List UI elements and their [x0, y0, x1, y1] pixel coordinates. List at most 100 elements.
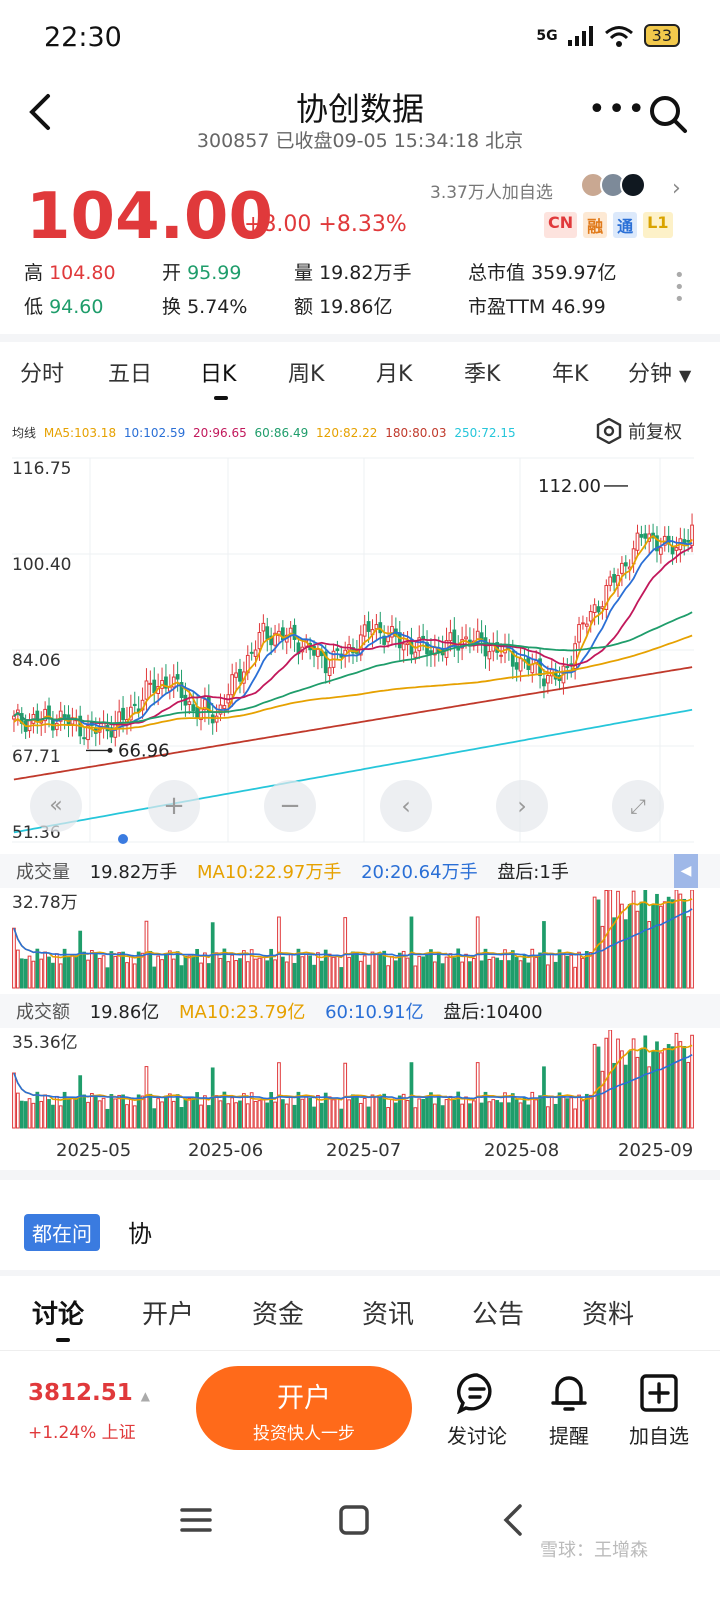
volume-bar — [47, 1099, 51, 1129]
tab-announcements[interactable]: 公告 — [472, 1300, 525, 1330]
volume-bar — [655, 1041, 659, 1129]
index-value[interactable]: 3812.51 ▲ — [28, 1380, 150, 1406]
more-icon[interactable]: ••• — [588, 92, 648, 127]
chevron-left-icon[interactable]: ‹ — [380, 780, 432, 832]
volume-bar — [432, 961, 437, 989]
chevron-right-icon[interactable]: › — [496, 780, 548, 832]
volume-bar — [627, 1050, 632, 1129]
candle-body — [608, 576, 613, 586]
volume-bar — [206, 963, 211, 989]
candle-body — [378, 622, 383, 634]
volume-label: 成交量 — [16, 862, 70, 883]
volume-bar — [234, 960, 238, 989]
divider — [0, 1170, 720, 1180]
volume-bar — [164, 952, 168, 989]
volume-bar — [623, 1064, 628, 1129]
followers-count[interactable]: 3.37万人加自选 — [430, 183, 553, 203]
stats-more-icon[interactable]: • • • — [674, 265, 685, 310]
candle-body — [643, 533, 648, 539]
volume-bar — [382, 1093, 387, 1129]
tab-open-account[interactable]: 开户 — [142, 1300, 195, 1330]
tab-discussion[interactable]: 讨论 — [32, 1300, 85, 1330]
volume-bar — [222, 948, 227, 989]
ma10: 10:102.59 — [123, 426, 186, 440]
tab-intraday[interactable]: 分时 — [20, 362, 65, 387]
tab-daily[interactable]: 日K — [200, 362, 237, 387]
rewind-icon[interactable]: « — [30, 780, 82, 832]
open-account-button[interactable]: 开户 投资快人一步 — [196, 1366, 412, 1450]
candle-body — [265, 626, 270, 640]
tab-minute[interactable]: 分钟 ▼ — [628, 356, 691, 388]
volume-bar — [604, 890, 609, 989]
add-watchlist-label: 加自选 — [629, 1424, 689, 1448]
volume-bar — [620, 903, 624, 989]
tab-monthly[interactable]: 月K — [376, 362, 413, 387]
volume-bar — [483, 1091, 488, 1129]
volume-bar — [674, 890, 679, 989]
tab-yearly[interactable]: 年K — [552, 362, 589, 387]
volume-bar — [471, 958, 476, 989]
chevron-right-icon[interactable]: › — [672, 176, 681, 201]
back-arrow-icon[interactable] — [22, 92, 62, 132]
page-subtitle: 300857 已收盘09-05 15:34:18 北京 — [196, 130, 524, 152]
tab-quarterly[interactable]: 季K — [464, 362, 501, 387]
volume-bar — [655, 893, 659, 989]
follower-avatars[interactable] — [580, 172, 646, 198]
volume-bar — [355, 1094, 359, 1129]
add-watchlist-button[interactable]: 加自选 — [614, 1372, 704, 1449]
remind-button[interactable]: 提醒 — [524, 1372, 614, 1449]
volume-bar — [261, 956, 266, 989]
collapse-arrow-icon[interactable]: ◀ — [674, 854, 698, 888]
tab-profile[interactable]: 资料 — [582, 1300, 635, 1330]
volume-bar — [370, 1094, 375, 1129]
volume-bar — [507, 1102, 511, 1129]
open-account-title: 开户 — [277, 1383, 331, 1414]
discuss-button[interactable]: 发讨论 — [432, 1372, 522, 1449]
volume-bar — [678, 1041, 683, 1129]
volume-bar — [425, 954, 429, 989]
low-value: 94.60 — [49, 296, 104, 318]
ask-text[interactable]: 协 — [128, 1220, 152, 1248]
volume-bar — [148, 1093, 153, 1129]
candle-body — [312, 645, 316, 656]
volume-bar — [62, 1091, 67, 1129]
volume-bar — [117, 952, 122, 989]
index-value-text: 3812.51 — [28, 1380, 133, 1406]
x-tick-label: 2025-06 — [188, 1140, 264, 1161]
tab-funds[interactable]: 资金 — [252, 1300, 305, 1330]
volume-bar — [448, 1095, 453, 1129]
volume-bar — [464, 1096, 468, 1129]
tab-five-day[interactable]: 五日 — [108, 362, 153, 387]
volume-bar — [152, 1108, 157, 1129]
volume-bar — [651, 1051, 655, 1129]
volume-bar — [362, 1097, 367, 1129]
ask-badge[interactable]: 都在问 — [24, 1214, 100, 1251]
y-tick-label: 84.06 — [12, 651, 61, 671]
search-icon[interactable] — [648, 94, 688, 134]
volume-bar — [86, 1101, 90, 1129]
nav-back-icon[interactable] — [494, 1500, 534, 1540]
chart-controls: « + − ‹ › ⤢ — [0, 780, 720, 836]
candle-body — [121, 707, 125, 721]
tab-news[interactable]: 资讯 — [362, 1300, 415, 1330]
volume-bar — [39, 958, 44, 989]
zoom-out-icon[interactable]: − — [264, 780, 316, 832]
volume-bar — [183, 1098, 188, 1129]
volume-bar — [136, 1094, 141, 1129]
volume-bar — [612, 1062, 616, 1129]
divider — [0, 1350, 720, 1351]
tab-weekly[interactable]: 周K — [288, 362, 325, 387]
adjust-button[interactable]: 前复权 — [596, 418, 682, 444]
menu-icon[interactable] — [176, 1500, 216, 1540]
volume-bar — [27, 955, 32, 989]
volume-bar — [651, 904, 655, 989]
fullscreen-icon[interactable]: ⤢ — [612, 780, 664, 832]
zoom-in-icon[interactable]: + — [148, 780, 200, 832]
volume-bar — [82, 951, 86, 989]
volume-bar — [592, 896, 597, 989]
home-square-icon[interactable] — [334, 1500, 374, 1540]
ma20-line — [13, 545, 693, 726]
volume-bar — [526, 1104, 531, 1129]
volume-bar — [261, 1099, 266, 1129]
